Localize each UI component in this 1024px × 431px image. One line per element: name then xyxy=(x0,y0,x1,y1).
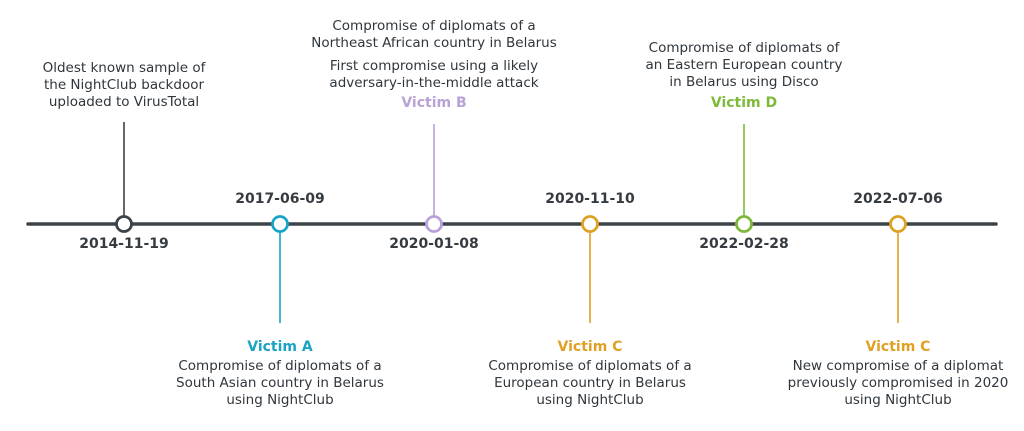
description-line: First compromise using a likely xyxy=(329,58,539,74)
event-marker xyxy=(889,215,907,233)
victim-label: Victim A xyxy=(247,339,313,355)
description-line: in Belarus using Disco xyxy=(669,74,819,90)
event-description: New compromise of a diplomat previously … xyxy=(773,358,1023,409)
event-marker xyxy=(425,215,443,233)
event-date: 2020-11-10 xyxy=(545,191,635,207)
description-line: Oldest known sample of xyxy=(42,60,206,76)
event-description: Compromise of diplomats of an Eastern Eu… xyxy=(629,40,859,91)
description-line: adversary-in-the-middle attack xyxy=(329,75,539,91)
victim-label: Victim D xyxy=(710,95,778,111)
victim-label: Victim C xyxy=(557,339,623,355)
event-date: 2022-07-06 xyxy=(853,191,943,207)
event-description: Compromise of diplomats of a South Asian… xyxy=(160,358,400,409)
event-marker xyxy=(581,215,599,233)
description-line: the NightClub backdoor xyxy=(43,77,205,93)
description-line: Compromise of diplomats of a xyxy=(178,358,382,374)
description-line: uploaded to VirusTotal xyxy=(48,94,200,110)
event-marker xyxy=(271,215,289,233)
description-line: Compromise of diplomats of xyxy=(648,40,840,56)
description-line: using NightClub xyxy=(226,392,334,408)
event-date: 2020-01-08 xyxy=(389,236,479,252)
victim-label: Victim B xyxy=(401,95,467,111)
event-date: 2014-11-19 xyxy=(79,236,169,252)
event-date: 2022-02-28 xyxy=(699,236,789,252)
description-line: previously compromised in 2020 xyxy=(787,375,1009,391)
event-description: Oldest known sample of the NightClub bac… xyxy=(24,60,224,111)
victim-label: Victim C xyxy=(865,339,931,355)
event-date: 2017-06-09 xyxy=(235,191,325,207)
description-line: an Eastern European country xyxy=(645,57,843,73)
event-marker xyxy=(735,215,753,233)
event-description: Compromise of diplomats of a European co… xyxy=(470,358,710,409)
description-line: South Asian country in Belarus xyxy=(176,375,384,391)
description-line: Compromise of diplomats of a xyxy=(332,18,536,34)
description-line: New compromise of a diplomat xyxy=(792,358,1004,374)
description-line: Compromise of diplomats of a xyxy=(488,358,692,374)
description-line: using NightClub xyxy=(844,392,952,408)
event-marker xyxy=(115,215,133,233)
description-line: European country in Belarus xyxy=(494,375,686,391)
event-description: Compromise of diplomats of a Northeast A… xyxy=(299,18,569,92)
description-line: Northeast African country in Belarus xyxy=(311,35,557,51)
description-line: using NightClub xyxy=(536,392,644,408)
